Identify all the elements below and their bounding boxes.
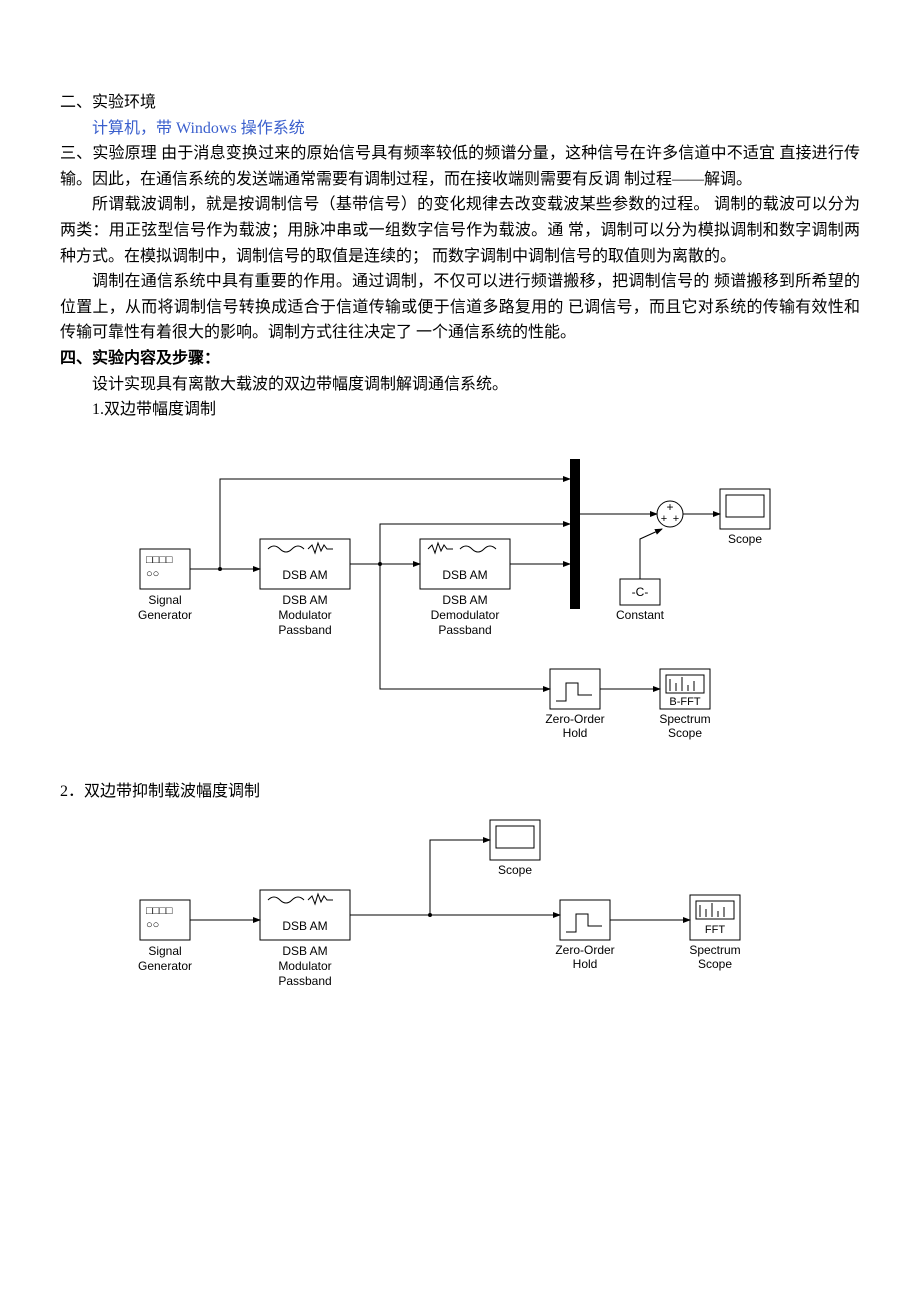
svg-text:B-FFT: B-FFT <box>669 696 700 708</box>
svg-text:Scope: Scope <box>728 532 762 546</box>
svg-text:Modulator: Modulator <box>278 608 331 622</box>
svg-text:Constant: Constant <box>616 608 665 622</box>
svg-text:Zero-Order: Zero-Order <box>545 712 604 726</box>
svg-text:+: + <box>661 513 667 525</box>
step-2-title: 2．双边带抑制载波幅度调制 <box>60 779 860 805</box>
step-1-title: 1.双边带幅度调制 <box>60 397 860 423</box>
svg-text:□□□□: □□□□ <box>146 905 173 917</box>
section-3-p2: 所谓载波调制，就是按调制信号（基带信号）的变化规律去改变载波某些参数的过程。 调… <box>60 192 860 269</box>
svg-text:○○: ○○ <box>146 568 159 580</box>
svg-text:○○: ○○ <box>146 919 159 931</box>
svg-text:Signal: Signal <box>148 944 181 958</box>
svg-text:Passband: Passband <box>278 974 331 988</box>
svg-text:DSB AM: DSB AM <box>282 593 327 607</box>
siggen-label2: Generator <box>138 608 192 622</box>
svg-text:+: + <box>673 513 679 525</box>
svg-text:Passband: Passband <box>278 623 331 637</box>
svg-text:DSB AM: DSB AM <box>442 568 487 582</box>
svg-text:Demodulator: Demodulator <box>431 608 500 622</box>
svg-text:-C-: -C- <box>632 585 649 599</box>
svg-text:Spectrum: Spectrum <box>659 712 710 726</box>
siggen-label1: Signal <box>148 593 181 607</box>
svg-text:Hold: Hold <box>563 726 588 740</box>
svg-text:+: + <box>666 500 673 514</box>
section-3-p1: 三、实验原理 由于消息变换过来的原始信号具有频率较低的频谱分量，这种信号在许多信… <box>60 141 860 192</box>
mod-inner: DSB AM <box>282 568 327 582</box>
svg-text:DSB AM: DSB AM <box>282 919 327 933</box>
svg-text:Scope: Scope <box>698 957 732 971</box>
svg-text:DSB AM: DSB AM <box>442 593 487 607</box>
mux-bar <box>570 459 580 609</box>
svg-text:□□□□: □□□□ <box>146 554 173 566</box>
svg-text:Scope: Scope <box>498 863 532 877</box>
svg-text:Spectrum: Spectrum <box>689 943 740 957</box>
section-2-title: 二、实验环境 <box>60 90 860 116</box>
svg-text:DSB AM: DSB AM <box>282 944 327 958</box>
svg-text:Passband: Passband <box>438 623 491 637</box>
section-4-body: 设计实现具有离散大载波的双边带幅度调制解调通信系统。 <box>60 372 860 398</box>
svg-text:FFT: FFT <box>705 924 725 936</box>
svg-text:Hold: Hold <box>573 957 598 971</box>
section-4-title: 四、实验内容及步骤： <box>60 346 860 372</box>
svg-text:Generator: Generator <box>138 959 192 973</box>
diagram-2: □□□□ ○○ Signal Generator DSB AM DSB AM M… <box>60 810 860 1020</box>
document-page: 二、实验环境 计算机，带 Windows 操作系统 三、实验原理 由于消息变换过… <box>0 0 920 1070</box>
svg-text:Scope: Scope <box>668 726 702 740</box>
section-2-body: 计算机，带 Windows 操作系统 <box>60 116 860 142</box>
section-3-p3: 调制在通信系统中具有重要的作用。通过调制，不仅可以进行频谱搬移，把调制信号的 频… <box>60 269 860 346</box>
svg-text:Modulator: Modulator <box>278 959 331 973</box>
svg-text:Zero-Order: Zero-Order <box>555 943 614 957</box>
diagram-1: □□□□ ○○ Signal Generator DSB AM DSB AM M… <box>60 429 860 769</box>
